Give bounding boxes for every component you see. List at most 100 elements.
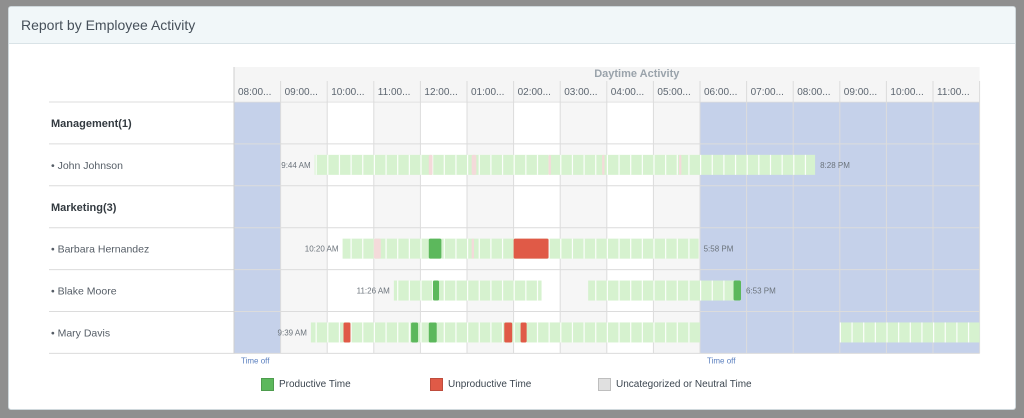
- time-off-label: Time off: [707, 356, 736, 365]
- activity-gap: [618, 280, 620, 301]
- activity-gap: [385, 238, 387, 259]
- activity-gap: [443, 238, 445, 259]
- productive-mark: [733, 280, 742, 301]
- activity-gap: [618, 322, 620, 343]
- activity-gap: [665, 154, 667, 175]
- activity-gap: [490, 322, 492, 343]
- activity-gap: [385, 322, 387, 343]
- legend-label-neutral: Uncategorized or Neutral Time: [616, 379, 752, 390]
- activity-gap: [595, 238, 597, 259]
- activity-gap: [362, 322, 364, 343]
- activity-gap: [746, 154, 748, 175]
- activity-gap: [478, 154, 480, 175]
- activity-gap: [863, 322, 865, 343]
- legend: Productive Time Unproductive Time Uncate…: [9, 378, 1015, 392]
- activity-gap: [350, 322, 352, 343]
- activity-gap: [455, 238, 457, 259]
- activity-gap: [420, 238, 422, 259]
- legend-swatch-productive: [261, 378, 274, 391]
- time-tick-label: 02:00...: [518, 87, 551, 98]
- activity-gap: [641, 154, 643, 175]
- activity-gap: [455, 154, 457, 175]
- activity-gap: [443, 280, 445, 301]
- employee-name: • Blake Moore: [51, 286, 117, 298]
- activity-gap: [513, 154, 515, 175]
- activity-gap: [362, 154, 364, 175]
- activity-gap: [467, 154, 469, 175]
- activity-gap: [921, 322, 923, 343]
- activity-gap: [327, 322, 329, 343]
- activity-gap: [676, 154, 678, 175]
- unproductive-mark: [504, 322, 513, 343]
- activity-gap: [758, 154, 760, 175]
- pink-mark: [471, 154, 477, 175]
- time-tick-label: 10:00...: [331, 87, 364, 98]
- activity-gap: [478, 238, 480, 259]
- activity-gap: [630, 280, 632, 301]
- activity-gap: [420, 154, 422, 175]
- activity-gap: [397, 154, 399, 175]
- activity-gap: [408, 238, 410, 259]
- activity-segment: [839, 322, 980, 343]
- activity-gap: [571, 238, 574, 259]
- activity-gap: [536, 280, 539, 301]
- activity-gap: [700, 154, 702, 175]
- activity-gap: [595, 154, 597, 175]
- time-tick-label: 09:00...: [844, 87, 877, 98]
- activity-gap: [373, 322, 375, 343]
- activity-gap: [408, 322, 410, 343]
- activity-gap: [420, 280, 422, 301]
- activity-gap: [583, 238, 585, 259]
- activity-gap: [606, 322, 608, 343]
- end-time-label: 8:28 PM: [820, 161, 850, 170]
- activity-gap: [641, 238, 643, 259]
- end-time-label: 5:58 PM: [704, 245, 734, 254]
- activity-gap: [467, 322, 469, 343]
- activity-gap: [420, 322, 422, 343]
- pink-mark: [602, 154, 605, 175]
- activity-gap: [653, 280, 655, 301]
- start-time-label: 11:26 AM: [357, 287, 391, 296]
- activity-gap: [513, 280, 515, 301]
- report-panel: Report by Employee Activity Daytime Acti…: [8, 6, 1016, 410]
- activity-gap: [723, 280, 725, 301]
- activity-gap: [630, 238, 632, 259]
- activity-gap: [525, 154, 527, 175]
- pink-mark: [471, 238, 474, 259]
- activity-gap: [315, 322, 317, 343]
- productive-mark: [411, 322, 419, 343]
- activity-gap: [688, 238, 690, 259]
- activity-chart: Daytime Activity 08:00... 09:00... 10:00...…: [9, 7, 1015, 409]
- activity-gap: [641, 322, 643, 343]
- activity-gap: [571, 322, 574, 343]
- activity-gap: [606, 154, 608, 175]
- pink-mark: [548, 154, 551, 175]
- activity-gap: [315, 154, 317, 175]
- activity-gap: [513, 322, 515, 343]
- activity-gap: [688, 154, 690, 175]
- activity-gap: [397, 280, 399, 301]
- activity-gap: [408, 280, 410, 301]
- start-time-label: 10:20 AM: [305, 245, 339, 254]
- activity-segment: [700, 154, 816, 175]
- activity-gap: [560, 154, 562, 175]
- employee-name: • John Johnson: [51, 160, 123, 172]
- activity-gap: [501, 280, 504, 301]
- time-tick-label: 03:00...: [564, 87, 597, 98]
- activity-gap: [688, 322, 690, 343]
- activity-gap: [967, 322, 970, 343]
- activity-gap: [676, 280, 678, 301]
- activity-gap: [443, 154, 445, 175]
- activity-gap: [536, 322, 539, 343]
- activity-gap: [385, 154, 387, 175]
- activity-gap: [676, 322, 678, 343]
- unproductive-mark: [513, 238, 549, 259]
- legend-label-productive: Productive Time: [279, 379, 351, 390]
- activity-gap: [490, 238, 492, 259]
- time-tick-label: 09:00...: [285, 87, 318, 98]
- activity-gap: [327, 154, 329, 175]
- activity-gap: [583, 322, 585, 343]
- activity-gap: [653, 322, 655, 343]
- activity-gap: [490, 154, 492, 175]
- activity-gap: [525, 280, 527, 301]
